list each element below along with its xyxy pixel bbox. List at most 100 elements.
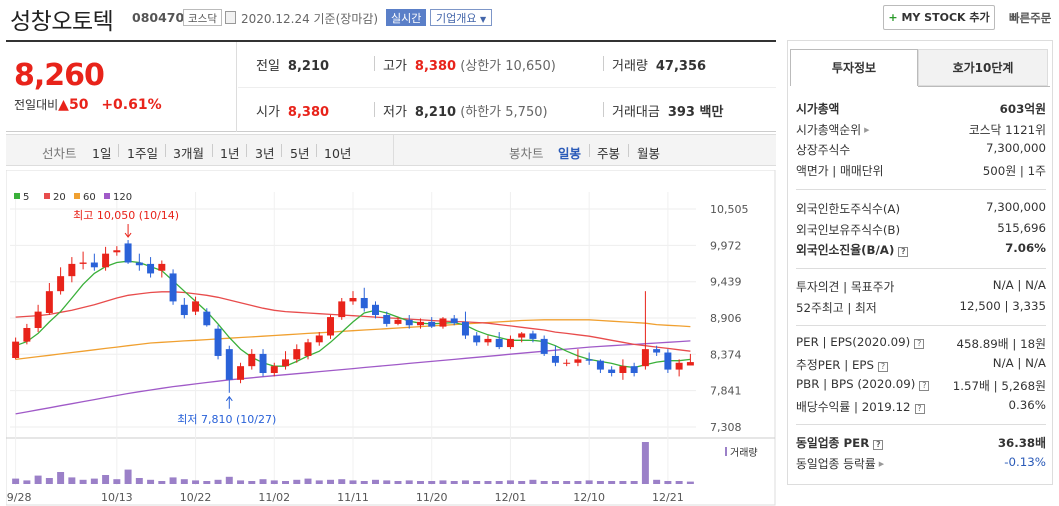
tab-investment-info[interactable]: 투자정보 [790,49,918,86]
volume-bar [192,480,200,484]
row-market-cap-rank[interactable]: 시가총액순위 ▶ 코스닥 1121위 [796,121,1046,141]
candle-body [484,338,492,343]
help-icon[interactable]: ? [873,440,884,450]
current-price: 8,260 [14,58,105,93]
y-tick-label: 8,374 [710,348,742,361]
candle-body [619,366,627,373]
candle-body [12,341,20,358]
amount-value: 393 백만 [667,105,724,120]
period-1week[interactable]: 1주일 [127,146,158,161]
price-summary: 8,260 전일대비▲50 +0.61% 전일 8,210 고가 8,380 (상한… [6,40,776,132]
row-52week: 52주최고 | 최저 12,500 | 3,335 [796,299,1046,319]
high-value: 8,380 [414,59,457,74]
add-mystock-button[interactable]: + MY STOCK 추가 [883,5,995,30]
divider [589,144,590,157]
candle-body [596,360,604,370]
candle-body [304,342,312,356]
help-icon[interactable]: ? [898,247,909,257]
volume-bar [383,480,391,484]
volume-bar [596,481,604,484]
row-industry-rate[interactable]: 동일업종 등락률 ▶ -0.13% [796,455,1046,475]
realtime-button[interactable]: 실시간 [386,9,427,26]
volume-bar [338,479,346,484]
divider [316,144,317,157]
volume-bar [506,480,514,484]
volume-bar [372,479,379,484]
volume-bar [169,477,177,484]
stock-header: 성창오토텍 080470 코스닥 2020.12.24 기준(장마감) 실시간 … [0,0,1059,36]
volume-bar [327,479,334,484]
x-tick-label: 12/10 [573,491,605,504]
chevron-right-icon: ▶ [864,126,870,134]
candle-body [563,362,571,364]
volume-bar [34,475,42,484]
x-tick-label: 11/20 [416,491,448,504]
volume-bar [360,481,368,484]
per-label: PER | EPS(2020.09)? [796,335,925,349]
help-icon[interactable]: ? [914,339,925,349]
candle-body [158,263,166,271]
company-name: 성창오토텍 [10,9,114,35]
change-value: 50 [68,97,89,113]
candle-body [225,349,233,380]
volume-bar [158,481,166,484]
market-cap-rank-label: 시가총액순위 ▶ [796,123,870,137]
pbr-label: PBR | BPS (2020.09)? [796,377,930,391]
high-arrow-head [124,232,132,238]
investment-info-panel: 투자정보 호가10단계 시가총액 603억원 시가총액순위 ▶ 코스닥 1121위 상… [787,40,1053,485]
divider [796,189,1046,190]
ma20-line [15,291,691,352]
listed-shares-value: 7,300,000 [985,141,1046,155]
row-pbr: PBR | BPS (2020.09)? 1.57배 | 5,268원 [796,377,1046,397]
high-cell: 고가 8,380 (상한가 10,650) [383,55,556,74]
period-selector: 선차트 1일 1주일 3개월 1년 3년 5년 10년 봉차트 일봉 주봉 월봉 [6,134,776,166]
candle-body [428,321,436,327]
volume-bar [349,480,357,484]
period-1year[interactable]: 1년 [220,146,240,161]
y-tick-label: 8,906 [710,312,742,325]
low-label: 저가 [383,105,407,120]
volume-bar [630,481,638,484]
period-1day[interactable]: 1일 [92,146,112,161]
period-monthly[interactable]: 월봉 [637,146,661,161]
help-icon[interactable]: ? [914,404,925,414]
candle-body [518,333,526,338]
help-icon[interactable]: ? [878,362,889,372]
line-chart-label: 선차트 [42,146,77,161]
volume-bar [237,480,245,484]
period-5year[interactable]: 5년 [290,146,310,161]
tab-orderbook[interactable]: 호가10단계 [918,49,1048,86]
company-info-dropdown[interactable]: 기업개요 ▼ [430,9,493,26]
per-value: 458.89배 | 18원 [956,337,1046,351]
divider [796,424,1046,425]
chevron-right-icon: ▶ [878,460,885,468]
period-weekly[interactable]: 주봉 [597,146,621,161]
prev-close-label: 전일 [256,59,280,74]
volume-bar [180,479,188,484]
volume-bar [664,481,672,484]
chevron-down-icon: ▼ [479,15,487,24]
industry-per-value: 36.38배 [997,436,1046,450]
period-daily[interactable]: 일봉 [558,146,582,161]
volume-bar [225,476,233,484]
ma120-line [15,340,691,415]
amount-cell: 거래대금 393 백만 [612,101,723,120]
help-icon[interactable]: ? [919,381,930,391]
divider [628,144,629,157]
volume-label: 거래량 [730,447,758,459]
row-market-cap: 시가총액 603억원 [796,100,1046,120]
candle-body [259,353,267,373]
row-per: PER | EPS(2020.09)? 458.89배 | 18원 [796,335,1046,355]
divider [918,86,1050,87]
volume-legend-swatch [725,447,727,456]
quick-order-button[interactable]: 빠른주문 [1009,11,1052,25]
candle-body [473,335,481,343]
divider [281,144,282,157]
period-3month[interactable]: 3개월 [173,146,204,161]
period-3year[interactable]: 3년 [255,146,275,161]
period-10year[interactable]: 10년 [324,146,352,161]
divider [603,102,604,117]
row-foreign-limit: 외국인한도주식수(A) 7,300,000 [796,200,1046,220]
chart-canvas: 10,505 9,972 9,439 8,906 8,374 7,841 7,308 09/2… [0,169,776,506]
legend-label: 20 [53,192,66,203]
